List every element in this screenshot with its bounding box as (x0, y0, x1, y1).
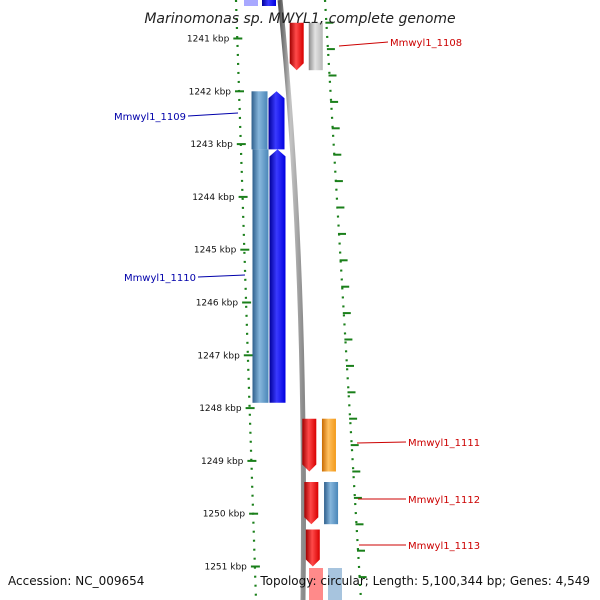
cds-feature-partial (244, 0, 258, 6)
gene-label-leader (187, 112, 239, 117)
gene-label-leader (338, 41, 389, 47)
accession-text: Accession: NC_009654 (8, 574, 145, 588)
gene-arrow (289, 22, 304, 71)
ruler-tick-label: 1245 kbp (194, 246, 237, 256)
ruler-tick-label: 1244 kbp (192, 193, 235, 203)
ruler-tick-label: 1248 kbp (199, 404, 242, 414)
ruler-tick-label: 1250 kbp (203, 510, 246, 520)
ruler-tick-label: 1251 kbp (204, 563, 247, 573)
gene-arrow-partial (309, 568, 323, 600)
cds-feature (321, 418, 336, 472)
ruler-tick-label: 1249 kbp (201, 457, 244, 467)
cds-feature (252, 149, 269, 403)
gene-label[interactable]: Mmwyl1_1108 (390, 38, 462, 49)
ruler-tick-label: 1243 kbp (190, 140, 233, 150)
ruler-tick-label: 1247 kbp (197, 351, 240, 361)
gene-label[interactable]: Mmwyl1_1110 (124, 273, 196, 284)
cds-feature (251, 91, 268, 150)
inner-ruler (323, 0, 363, 600)
gene-arrow-partial (262, 0, 276, 6)
ruler-tick-label: 1242 kbp (189, 87, 232, 97)
genome-backbone (277, 0, 307, 600)
cds-feature-partial (328, 568, 342, 600)
gene-label[interactable]: Mmwyl1_1112 (408, 495, 480, 506)
gene-label-leader (356, 441, 407, 444)
gene-arrow (269, 149, 286, 403)
ruler-tick-label: 1246 kbp (196, 299, 239, 309)
genome-summary-text: Topology: circular; Length: 5,100,344 bp… (260, 574, 590, 588)
gene-label-leader (197, 274, 246, 278)
cds-feature (308, 22, 323, 71)
outer-ruler (234, 0, 258, 600)
gene-arrow (268, 91, 285, 150)
gene-label[interactable]: Mmwyl1_1109 (114, 112, 186, 123)
gene-arrow (305, 529, 320, 567)
map-title: Marinomonas sp. MWYL1, complete genome (144, 11, 455, 27)
gene-label[interactable]: Mmwyl1_1111 (408, 438, 480, 449)
ruler-tick-label: 1241 kbp (187, 35, 230, 45)
gene-label[interactable]: Mmwyl1_1113 (408, 541, 480, 552)
cds-feature (324, 482, 339, 525)
gene-arrow (304, 482, 319, 525)
gene-arrow (302, 418, 317, 472)
